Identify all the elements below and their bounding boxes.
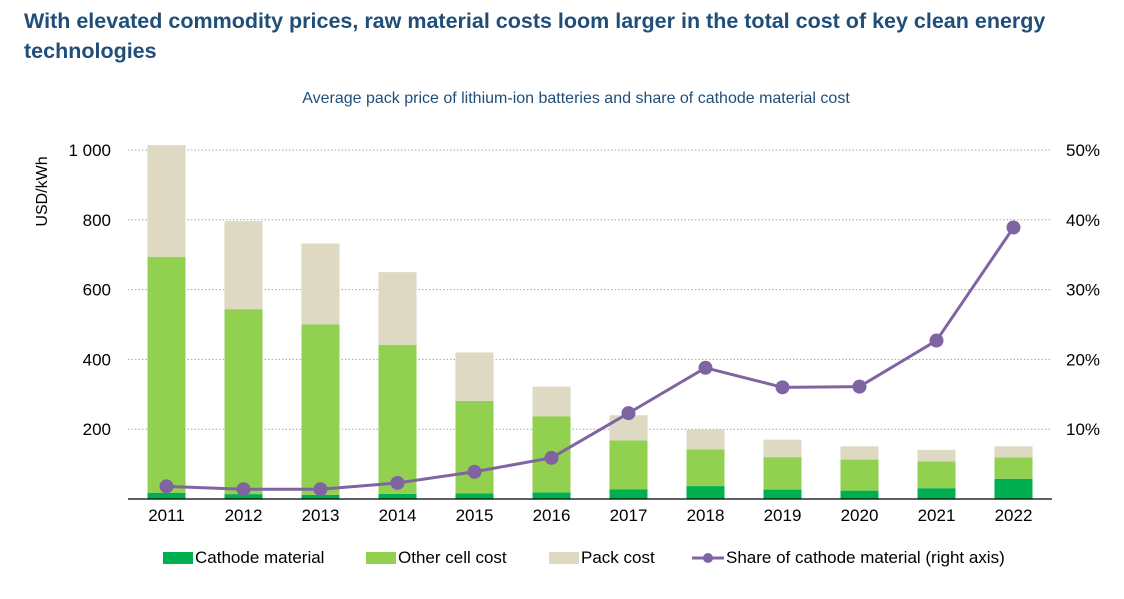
chart-legend: Cathode material Other cell cost Pack co… bbox=[0, 548, 1124, 572]
point-share-cathode-2014 bbox=[390, 475, 405, 490]
point-share-cathode-2011 bbox=[159, 479, 174, 494]
x-tick-label: 2013 bbox=[302, 506, 340, 525]
bar-pack-cost-2011 bbox=[147, 145, 186, 257]
bar-other-cell-cost-2019 bbox=[763, 457, 802, 490]
bar-cathode-material-2020 bbox=[840, 490, 879, 499]
bar-cathode-material-2015 bbox=[455, 493, 494, 499]
bar-pack-cost-2014 bbox=[378, 272, 417, 345]
bar-cathode-material-2013 bbox=[301, 494, 340, 499]
y2-tick-label: 40% bbox=[1066, 211, 1100, 230]
bar-cathode-material-2014 bbox=[378, 493, 417, 499]
point-share-cathode-2013 bbox=[313, 482, 328, 497]
legend-label-pack: Pack cost bbox=[581, 548, 655, 567]
bar-other-cell-cost-2011 bbox=[147, 256, 186, 493]
y-tick-label: 600 bbox=[83, 281, 111, 300]
bar-pack-cost-2022 bbox=[994, 446, 1033, 458]
bar-cathode-material-2017 bbox=[609, 489, 648, 499]
bar-other-cell-cost-2018 bbox=[686, 449, 725, 487]
x-tick-label: 2018 bbox=[687, 506, 725, 525]
bar-pack-cost-2015 bbox=[455, 352, 494, 401]
x-tick-label: 2014 bbox=[379, 506, 417, 525]
line-share-cathode bbox=[166, 226, 1015, 491]
bar-pack-cost-2020 bbox=[840, 446, 879, 460]
point-share-cathode-2021 bbox=[929, 333, 944, 348]
legend-swatch-other-cell bbox=[366, 552, 396, 564]
legend-swatch-pack bbox=[549, 552, 579, 564]
x-tick-label: 2017 bbox=[610, 506, 648, 525]
chart-title: With elevated commodity prices, raw mate… bbox=[24, 9, 1046, 63]
bar-pack-cost-2016 bbox=[532, 386, 571, 417]
bar-other-cell-cost-2012 bbox=[224, 309, 263, 495]
bar-cathode-material-2022 bbox=[994, 478, 1033, 499]
legend-swatch-cathode bbox=[163, 552, 193, 564]
legend-item-cathode-material: Cathode material bbox=[163, 548, 324, 568]
point-share-cathode-2018 bbox=[698, 360, 713, 375]
x-tick-label: 2021 bbox=[918, 506, 956, 525]
bar-other-cell-cost-2021 bbox=[917, 461, 956, 489]
legend-item-share-cathode: Share of cathode material (right axis) bbox=[692, 548, 1005, 568]
legend-item-pack-cost: Pack cost bbox=[549, 548, 655, 568]
y2-tick-label: 50% bbox=[1066, 141, 1100, 160]
y-axis-label: USD/kWh bbox=[34, 156, 51, 226]
y2-tick-label: 30% bbox=[1066, 281, 1100, 300]
bar-other-cell-cost-2020 bbox=[840, 459, 879, 491]
stacked-bar-line-chart: 200 400 600 800 1 000 10% 20% 30% 40% 50% USD/kWh 2… bbox=[34, 141, 1100, 525]
y-tick-label: 200 bbox=[83, 420, 111, 439]
bar-other-cell-cost-2017 bbox=[609, 440, 648, 490]
bar-cathode-material-2016 bbox=[532, 492, 571, 499]
bar-other-cell-cost-2015 bbox=[455, 400, 494, 494]
bar-other-cell-cost-2013 bbox=[301, 324, 340, 495]
point-share-cathode-2012 bbox=[236, 482, 251, 497]
x-tick-label: 2012 bbox=[225, 506, 263, 525]
bar-pack-cost-2013 bbox=[301, 243, 340, 325]
bar-cathode-material-2019 bbox=[763, 489, 802, 499]
legend-label-cathode: Cathode material bbox=[195, 548, 325, 567]
bar-cathode-material-2021 bbox=[917, 488, 956, 499]
bar-pack-cost-2021 bbox=[917, 449, 956, 462]
x-tick-label: 2020 bbox=[841, 506, 879, 525]
bar-pack-cost-2018 bbox=[686, 429, 725, 450]
x-tick-label: 2015 bbox=[456, 506, 494, 525]
y2-tick-label: 10% bbox=[1066, 420, 1100, 439]
bar-cathode-material-2012 bbox=[224, 494, 263, 499]
y-tick-label: 1 000 bbox=[68, 141, 111, 160]
x-tick-label: 2016 bbox=[533, 506, 571, 525]
point-share-cathode-2016 bbox=[544, 450, 559, 465]
point-share-cathode-2022 bbox=[1006, 220, 1021, 235]
legend-label-other-cell: Other cell cost bbox=[398, 548, 507, 567]
bar-cathode-material-2018 bbox=[686, 486, 725, 499]
legend-item-other-cell-cost: Other cell cost bbox=[366, 548, 507, 568]
point-share-cathode-2020 bbox=[852, 379, 867, 394]
bar-other-cell-cost-2014 bbox=[378, 344, 417, 494]
point-share-cathode-2015 bbox=[467, 464, 482, 479]
point-share-cathode-2017 bbox=[621, 406, 636, 421]
legend-line-marker-icon bbox=[692, 553, 724, 563]
legend-label-share: Share of cathode material (right axis) bbox=[726, 548, 1005, 567]
x-tick-label: 2011 bbox=[148, 506, 185, 525]
x-tick-label: 2019 bbox=[764, 506, 802, 525]
x-tick-label: 2022 bbox=[995, 506, 1033, 525]
bar-other-cell-cost-2022 bbox=[994, 457, 1033, 479]
bar-pack-cost-2019 bbox=[763, 439, 802, 458]
y-tick-label: 800 bbox=[83, 211, 111, 230]
chart-subtitle: Average pack price of lithium-ion batter… bbox=[302, 90, 850, 107]
bar-pack-cost-2012 bbox=[224, 221, 263, 310]
y-tick-label: 400 bbox=[83, 350, 111, 369]
bar-cathode-material-2011 bbox=[147, 492, 186, 499]
point-share-cathode-2019 bbox=[775, 380, 790, 395]
y2-tick-label: 20% bbox=[1066, 350, 1100, 369]
